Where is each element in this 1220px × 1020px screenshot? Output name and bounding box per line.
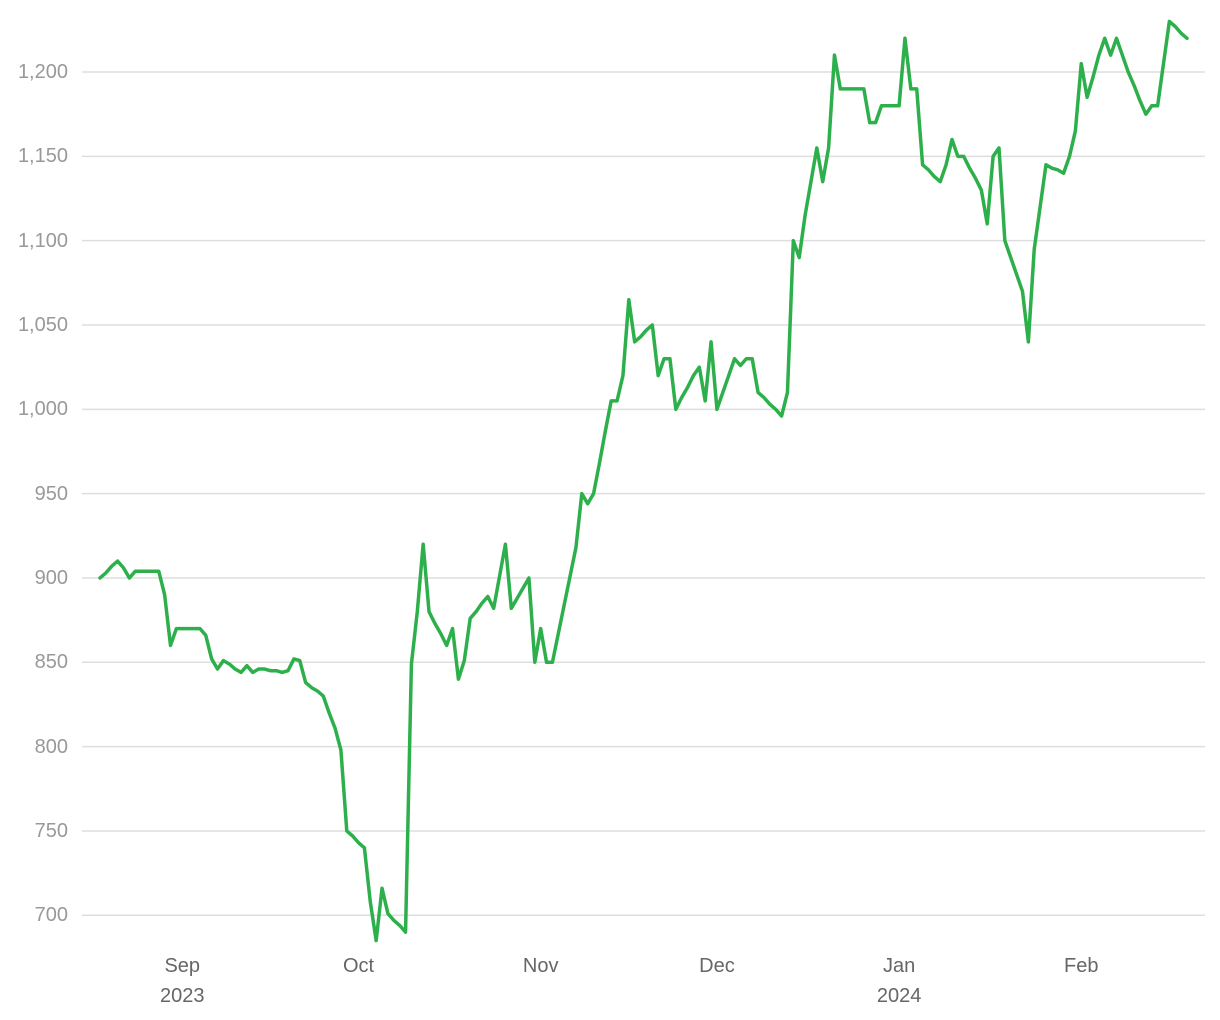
y-tick-label: 700: [34, 904, 68, 927]
y-tick-label: 850: [34, 651, 68, 674]
y-tick-label: 750: [34, 819, 68, 842]
y-tick-label: 1,150: [17, 145, 68, 168]
y-tick-label: 1,200: [17, 61, 68, 84]
y-tick-label: 1,000: [17, 398, 68, 421]
price-line: [98, 19, 1189, 943]
y-tick-label: 900: [34, 566, 68, 589]
y-tick-label: 1,050: [17, 314, 68, 336]
x-tick-label: Dec: [699, 955, 735, 977]
x-tick-label: Feb: [1064, 955, 1099, 977]
y-tick-label: 800: [34, 735, 68, 758]
x-tick-label: Jan 2024: [876, 955, 922, 1007]
x-tick-label: Oct: [342, 955, 375, 977]
y-tick-label: 950: [34, 482, 68, 505]
x-tick-label: Nov: [522, 955, 559, 977]
x-tick-label: Sep 2023: [160, 955, 205, 1007]
y-tick-label: 1,100: [17, 229, 68, 252]
